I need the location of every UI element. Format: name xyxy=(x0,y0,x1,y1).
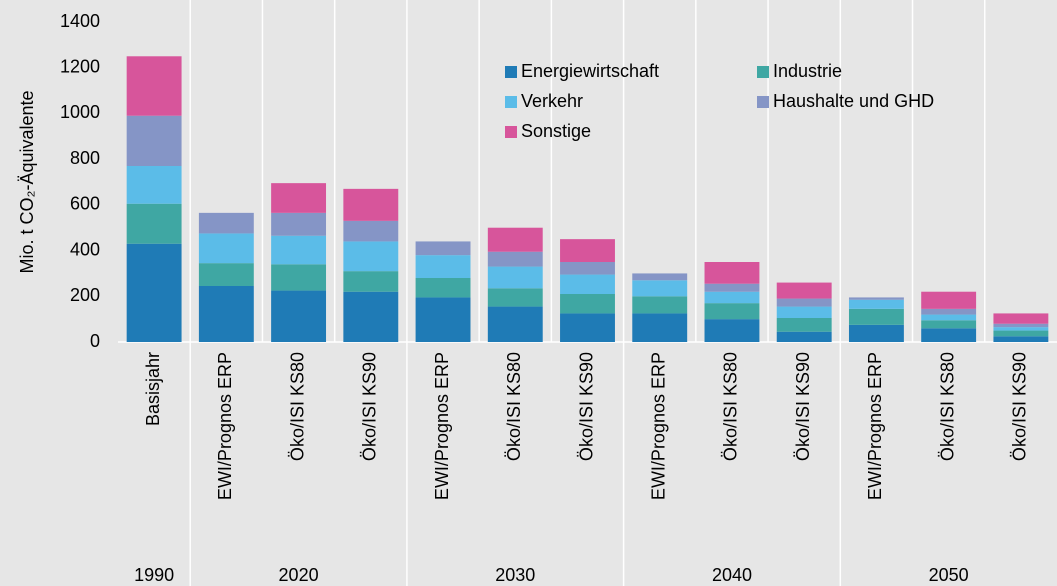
bar-segment xyxy=(921,314,977,321)
bar-segment xyxy=(126,243,182,342)
bar-segment xyxy=(126,203,182,244)
bar-segment xyxy=(921,308,977,315)
bar-segment xyxy=(487,306,543,342)
bar-segment xyxy=(560,313,615,342)
y-axis-label: Mio. t CO₂-Äquivalente xyxy=(17,90,37,273)
y-tick-label: 200 xyxy=(70,285,100,305)
bar-segment xyxy=(271,183,327,213)
bar-segment xyxy=(921,291,977,309)
bar-segment xyxy=(487,266,543,289)
bar-segment xyxy=(993,327,1049,331)
bar-segment xyxy=(921,328,977,342)
bar-segment xyxy=(993,313,1049,324)
bar-segment xyxy=(415,255,471,278)
legend-label: Sonstige xyxy=(521,121,591,141)
group-label: 2050 xyxy=(929,565,969,585)
bar-segment xyxy=(343,220,399,242)
bar-segment xyxy=(343,291,399,342)
x-tick-label: EWI/Prognos ERP xyxy=(648,352,668,500)
group-label: 2040 xyxy=(712,565,752,585)
y-tick-label: 600 xyxy=(70,194,100,214)
x-tick-label: Öko/ISI KS90 xyxy=(360,352,380,461)
bar-segment xyxy=(560,239,615,262)
x-tick-label: Öko/ISI KS90 xyxy=(793,352,813,461)
bar-segment xyxy=(776,298,832,307)
bar-segment xyxy=(415,278,471,298)
bar-segment xyxy=(560,274,615,294)
bar-segment xyxy=(776,331,832,342)
bar-segment xyxy=(848,324,904,342)
bar-segment xyxy=(993,336,1049,342)
x-tick-label: Öko/ISI KS80 xyxy=(287,352,307,461)
bar-segment xyxy=(848,308,904,325)
legend-swatch xyxy=(757,96,769,108)
bar-segment xyxy=(198,212,254,234)
y-tick-label: 1200 xyxy=(60,56,100,76)
legend-swatch xyxy=(757,66,769,78)
y-tick-label: 1000 xyxy=(60,102,100,122)
bar-segment xyxy=(198,233,254,264)
x-tick-label: Basisjahr xyxy=(143,352,163,426)
bar-segment xyxy=(415,297,471,342)
bar-segment xyxy=(776,306,832,318)
bar-segment xyxy=(126,56,182,116)
bar-segment xyxy=(632,280,688,297)
legend-label: Verkehr xyxy=(521,91,583,111)
bar-segment xyxy=(993,330,1049,337)
legend-label: Energiewirtschaft xyxy=(521,61,659,81)
legend-swatch xyxy=(505,126,517,138)
bar-segment xyxy=(487,251,543,267)
x-tick-label: Öko/ISI KS90 xyxy=(1010,352,1030,461)
bar-segment xyxy=(198,286,254,342)
bar-segment xyxy=(415,241,471,256)
bar-segment xyxy=(632,273,688,281)
bar-segment xyxy=(921,320,977,329)
y-tick-label: 800 xyxy=(70,148,100,168)
bar-segment xyxy=(632,313,688,342)
x-tick-label: Öko/ISI KS80 xyxy=(937,352,957,461)
bar-segment xyxy=(704,262,760,284)
x-tick-label: EWI/Prognos ERP xyxy=(215,352,235,500)
legend-label: Haushalte und GHD xyxy=(773,91,934,111)
bar-segment xyxy=(560,262,615,275)
group-label: 1990 xyxy=(134,565,174,585)
bar-segment xyxy=(560,294,615,314)
bar-segment xyxy=(704,283,760,292)
bar-segment xyxy=(271,235,327,265)
legend-swatch xyxy=(505,96,517,108)
legend-swatch xyxy=(505,66,517,78)
bar-segment xyxy=(776,318,832,332)
y-tick-label: 0 xyxy=(90,331,100,351)
bar-segment xyxy=(343,241,399,272)
y-tick-label: 1400 xyxy=(60,11,100,31)
bar-segment xyxy=(704,319,760,342)
bar-segment xyxy=(632,296,688,314)
x-tick-label: Öko/ISI KS80 xyxy=(504,352,524,461)
bar-segment xyxy=(776,282,832,299)
bar-segment xyxy=(848,297,904,300)
y-tick-label: 400 xyxy=(70,239,100,259)
x-tick-label: Öko/ISI KS90 xyxy=(576,352,596,461)
bar-segment xyxy=(704,291,760,304)
bar-segment xyxy=(848,299,904,309)
bar-segment xyxy=(126,166,182,204)
bar-segment xyxy=(704,303,760,320)
bar-segment xyxy=(271,264,327,291)
group-label: 2020 xyxy=(279,565,319,585)
group-label: 2030 xyxy=(495,565,535,585)
bar-segment xyxy=(271,290,327,342)
x-tick-label: EWI/Prognos ERP xyxy=(865,352,885,500)
x-tick-label: Öko/ISI KS80 xyxy=(721,352,741,461)
bar-segment xyxy=(343,188,399,221)
bar-segment xyxy=(198,263,254,286)
bar-segment xyxy=(487,227,543,252)
bar-segment xyxy=(343,271,399,292)
legend-label: Industrie xyxy=(773,61,842,81)
bar-segment xyxy=(126,115,182,166)
bar-segment xyxy=(487,288,543,307)
x-tick-label: EWI/Prognos ERP xyxy=(432,352,452,500)
bar-segment xyxy=(993,323,1049,328)
bar-segment xyxy=(271,212,327,236)
